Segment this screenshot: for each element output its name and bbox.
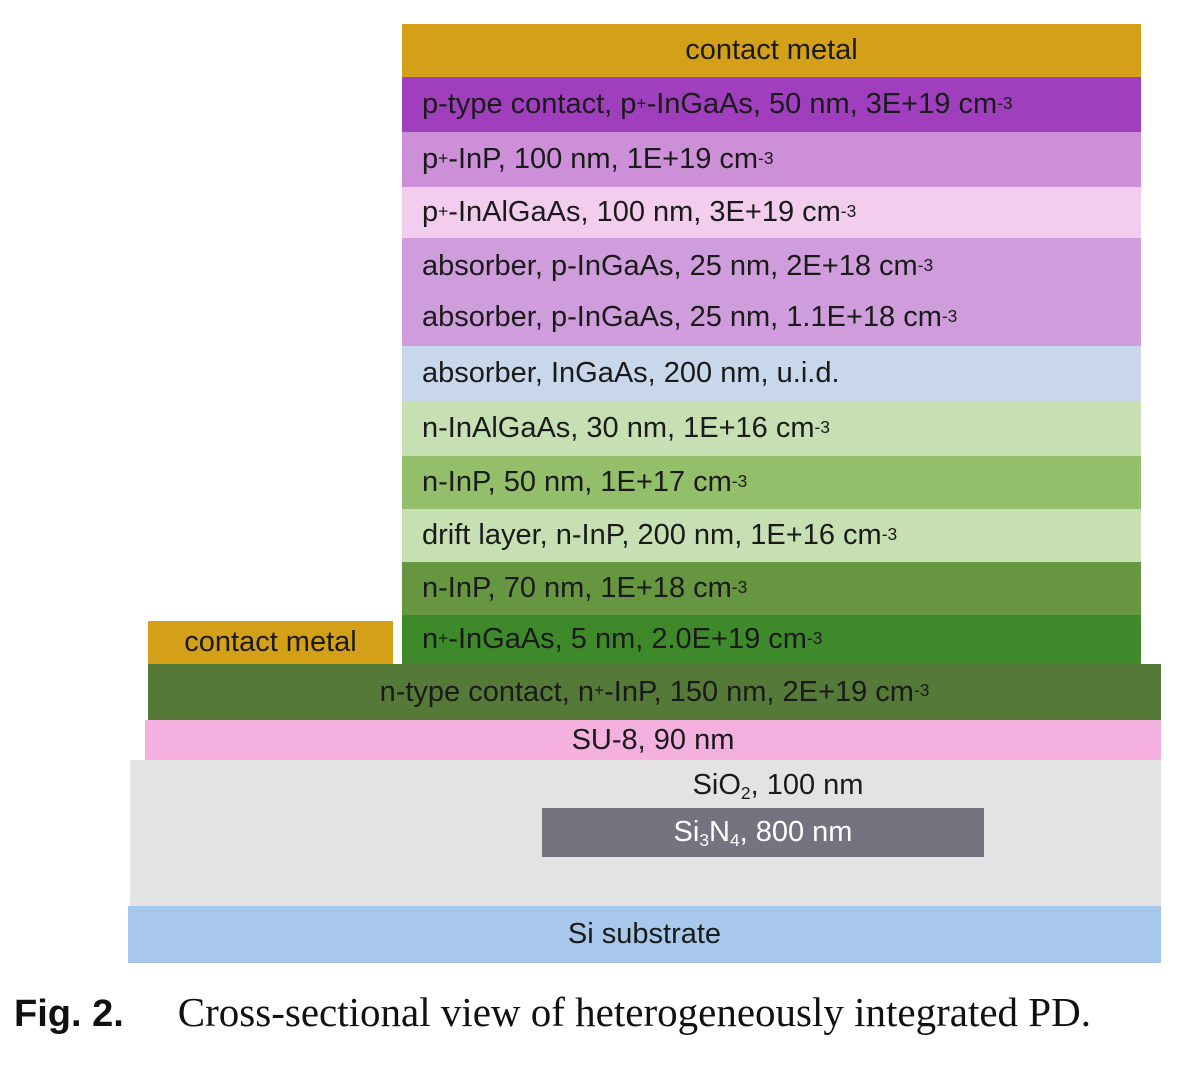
layer-si-substrate: Si substrate <box>128 906 1161 963</box>
layer-label: contact metal <box>184 626 357 658</box>
figure-label: Fig. 2. <box>14 993 124 1035</box>
layer-label: n+-InGaAs, 5 nm, 2.0E+19 cm-3 <box>422 623 823 655</box>
layer-n-ingaas: n+-InGaAs, 5 nm, 2.0E+19 cm-3 <box>402 615 1141 664</box>
layer-label: n-InP, 70 nm, 1E+18 cm-3 <box>422 572 748 604</box>
layer-sio2: SiO2, 100 nm Si3N4, 800 nm <box>130 760 1161 906</box>
layer-p-type-contact: p-type contact, p+-InGaAs, 50 nm, 3E+19 … <box>402 77 1141 132</box>
figure-caption: Fig. 2. Cross-sectional view of heteroge… <box>14 988 1091 1036</box>
layer-n-inalgaas: n-InAlGaAs, 30 nm, 1E+16 cm-3 <box>402 401 1141 456</box>
layer-label: p-type contact, p+-InGaAs, 50 nm, 3E+19 … <box>422 88 1013 120</box>
layer-label: SU-8, 90 nm <box>571 723 735 756</box>
layer-label: drift layer, n-InP, 200 nm, 1E+16 cm-3 <box>422 519 898 551</box>
layer-contact-metal-left: contact metal <box>148 621 393 664</box>
absorber-label-2: absorber, p-InGaAs, 25 nm, 1.1E+18 cm-3 <box>422 301 958 333</box>
layer-label: p+-InAlGaAs, 100 nm, 3E+19 cm-3 <box>422 196 857 228</box>
layer-label: Si substrate <box>567 918 722 950</box>
layer-n-inp-70: n-InP, 70 nm, 1E+18 cm-3 <box>402 562 1141 615</box>
layer-absorber-uid: absorber, InGaAs, 200 nm, u.i.d. <box>402 346 1141 401</box>
layer-label: n-InP, 50 nm, 1E+17 cm-3 <box>422 466 748 498</box>
layer-drift: drift layer, n-InP, 200 nm, 1E+16 cm-3 <box>402 509 1141 562</box>
layer-n-inp-50: n-InP, 50 nm, 1E+17 cm-3 <box>402 456 1141 509</box>
absorber-label-1: absorber, p-InGaAs, 25 nm, 2E+18 cm-3 <box>422 250 934 282</box>
layer-p-inalgaas: p+-InAlGaAs, 100 nm, 3E+19 cm-3 <box>402 187 1141 238</box>
layer-label: contact metal <box>685 34 858 66</box>
layer-contact-metal-top: contact metal <box>402 24 1141 77</box>
sio2-label: SiO2, 100 nm <box>692 768 864 803</box>
layer-label: absorber, InGaAs, 200 nm, u.i.d. <box>422 357 840 389</box>
waveguide-si3n4: Si3N4, 800 nm <box>542 808 984 857</box>
layer-absorber-p-ingaas: absorber, p-InGaAs, 25 nm, 2E+18 cm-3 ab… <box>402 238 1141 346</box>
layer-n-type-contact: n-type contact, n+-InP, 150 nm, 2E+19 cm… <box>148 664 1161 720</box>
layer-label: p+-InP, 100 nm, 1E+19 cm-3 <box>422 143 774 175</box>
layer-p-inp: p+-InP, 100 nm, 1E+19 cm-3 <box>402 132 1141 187</box>
figure-caption-text: Cross-sectional view of heterogeneously … <box>177 989 1091 1035</box>
layer-label: n-InAlGaAs, 30 nm, 1E+16 cm-3 <box>422 412 830 444</box>
layer-su8: SU-8, 90 nm <box>145 720 1161 760</box>
layer-label: n-type contact, n+-InP, 150 nm, 2E+19 cm… <box>379 675 930 708</box>
